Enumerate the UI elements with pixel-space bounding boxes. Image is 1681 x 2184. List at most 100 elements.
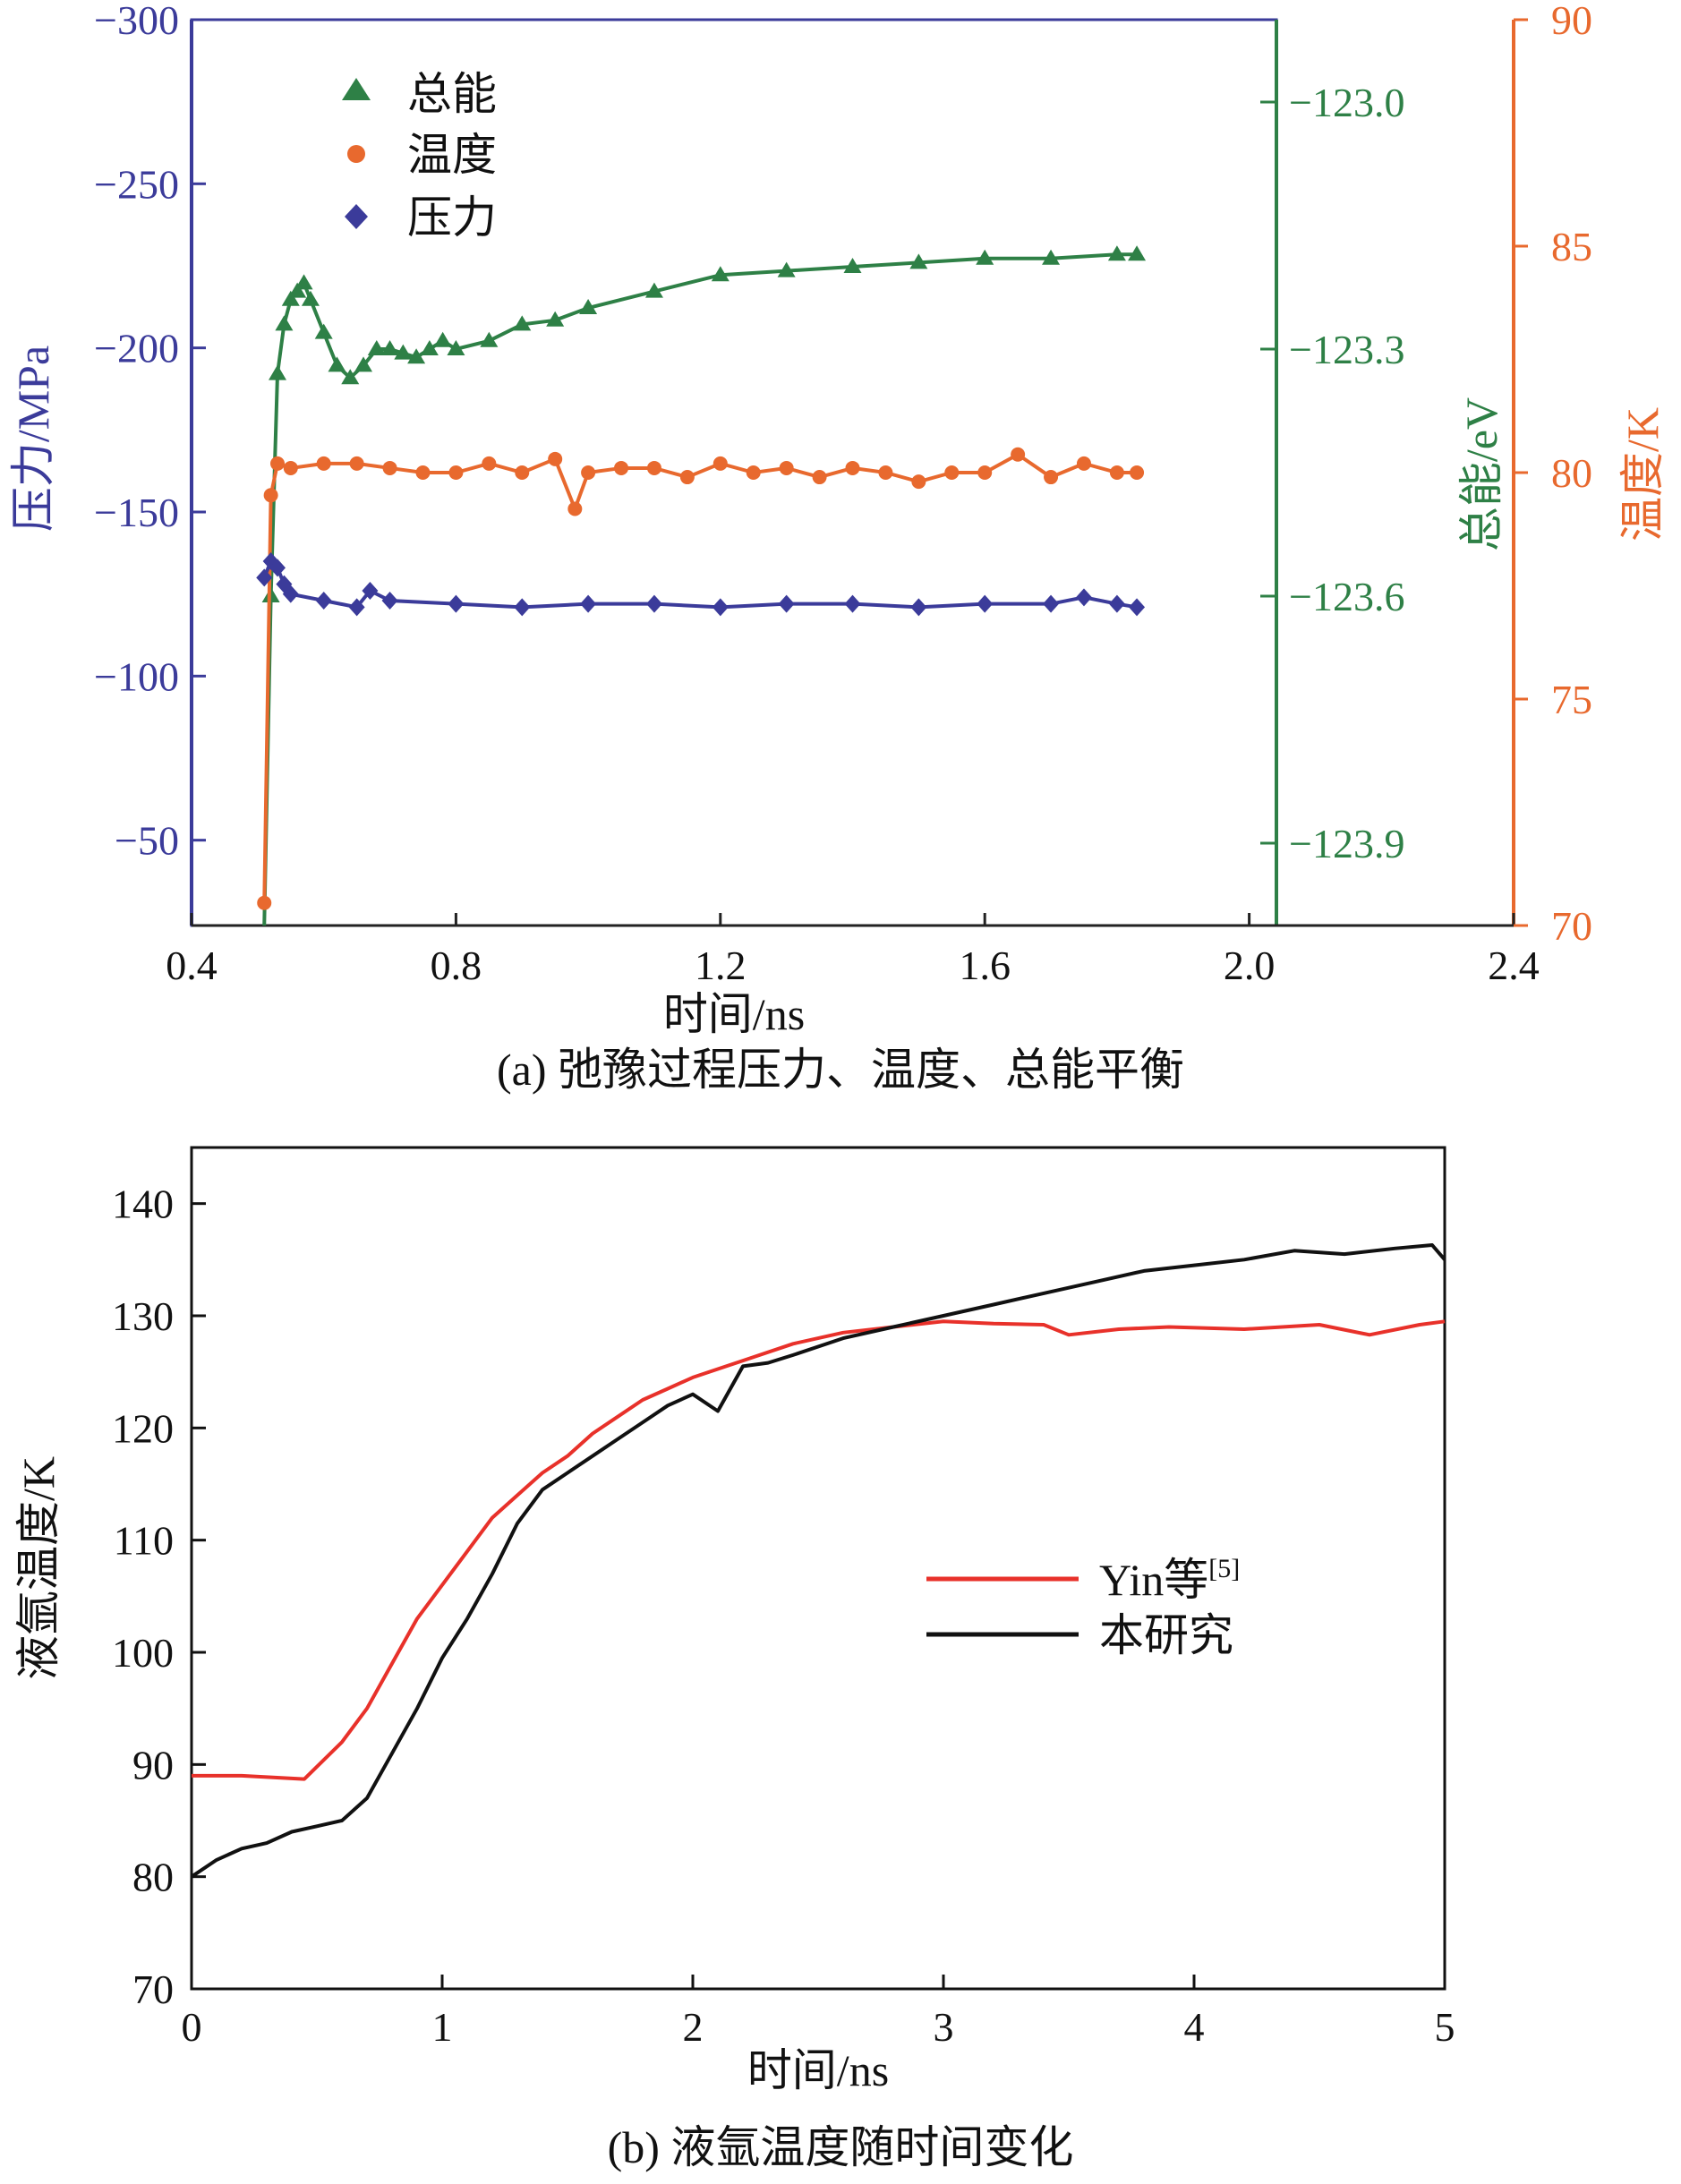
temperature-point <box>316 456 331 471</box>
pressure-tick-label: −50 <box>115 818 179 864</box>
legend-pressure-label: 压力 <box>407 192 497 243</box>
pressure-tick-label: −150 <box>94 490 179 535</box>
y-tick-b-label: 90 <box>132 1742 174 1787</box>
energy-point <box>288 282 307 298</box>
temperature-point <box>548 451 563 466</box>
energy-point <box>711 266 730 282</box>
temperature-tick-label: 75 <box>1551 677 1592 722</box>
energy-point <box>843 258 862 273</box>
pressure-point <box>1043 594 1060 613</box>
x-tick-a-label: 1.2 <box>695 943 747 988</box>
pressure-point <box>282 584 299 603</box>
plot-b-frame <box>190 1146 1446 1991</box>
energy-point <box>777 261 796 277</box>
energy-point <box>281 290 300 306</box>
pressure-point <box>315 592 332 610</box>
pressure-point <box>348 598 365 617</box>
energy-point <box>644 282 663 298</box>
x-tick-a-label: 0.8 <box>431 943 482 988</box>
temperature-point <box>679 470 695 485</box>
pressure-point <box>712 598 729 617</box>
pressure-point <box>256 568 273 587</box>
temperature-point <box>448 465 464 480</box>
temperature-point <box>878 465 893 480</box>
pressure-point <box>1108 594 1125 613</box>
x-tick-b-label: 0 <box>182 2004 202 2050</box>
pressure-point <box>362 582 379 600</box>
energy-point <box>546 311 565 327</box>
temperature-tick-label: 80 <box>1551 450 1592 496</box>
energy-point <box>314 323 333 339</box>
energy-point <box>447 340 465 355</box>
energy-point <box>420 340 439 355</box>
energy-point <box>579 299 598 314</box>
energy-axis-label: 总能/eV <box>1456 397 1506 551</box>
energy-point <box>275 315 294 331</box>
energy-point <box>1042 249 1061 265</box>
x-tick-a-label: 2.0 <box>1224 943 1276 988</box>
x-axis-b-label: 时间/ns <box>747 2045 889 2095</box>
x-tick-b-label: 3 <box>934 2004 954 2050</box>
pressure-tick-label: −300 <box>94 0 179 43</box>
pressure-axis-label: 压力/MPa <box>8 346 58 532</box>
temperature-axis-label: 温度/K <box>1617 407 1668 542</box>
temperature-point <box>812 470 827 485</box>
x-tick-a-label: 1.6 <box>959 943 1011 988</box>
legend-temperature-label: 温度 <box>407 130 497 180</box>
temperature-point <box>482 456 497 471</box>
legend-b: Yin等[5] 本研究 <box>926 1554 1240 1660</box>
temperature-point <box>944 465 960 480</box>
y-tick-b-label: 100 <box>112 1630 174 1676</box>
pressure-tick-label: −100 <box>94 653 179 699</box>
energy-point <box>407 348 426 364</box>
temperature-tick-label: 90 <box>1551 0 1592 43</box>
energy-point <box>433 331 452 347</box>
temperature-point <box>263 488 278 503</box>
temperature-point <box>270 456 286 471</box>
temperature-point <box>1044 470 1059 485</box>
temperature-point <box>515 465 530 480</box>
y-tick-b-label: 140 <box>112 1182 174 1227</box>
x-tick-a-label: 0.4 <box>166 943 218 988</box>
energy-point <box>269 364 287 380</box>
legend-a: 总能 温度 压力 <box>342 69 497 243</box>
y-tick-b-label: 80 <box>132 1855 174 1900</box>
y-axis-b-label: 液氩温度/K <box>13 1456 64 1680</box>
temperature-point <box>911 474 926 490</box>
energy-point <box>480 331 499 347</box>
temperature-tick-label: 70 <box>1551 903 1592 949</box>
x-tick-b-label: 5 <box>1435 2004 1455 2050</box>
panel-b: 0 1 2 3 4 5 70 80 90 100 110 120 130 140 Yin等[5] 本研究… <box>13 1146 1455 2172</box>
x-tick-b-label: 1 <box>432 2004 453 2050</box>
pressure-point <box>580 594 597 613</box>
energy-tick-label: −123.9 <box>1289 821 1404 866</box>
temperature-point <box>1130 465 1145 480</box>
pressure-point <box>844 594 861 613</box>
x-axis-a-label: 时间/ns <box>663 989 805 1039</box>
temperature-point <box>415 465 431 480</box>
y-tick-b-label: 110 <box>114 1518 174 1564</box>
legend-yin-label: Yin等[5] <box>1099 1554 1240 1605</box>
pressure-point <box>778 594 795 613</box>
pressure-point <box>977 594 994 613</box>
temperature-point <box>614 460 629 475</box>
energy-point <box>301 290 320 306</box>
temperature-point <box>1109 465 1124 480</box>
pressure-point <box>1129 598 1146 617</box>
temperature-point <box>746 465 761 480</box>
temperature-point <box>845 460 860 475</box>
temperature-point <box>977 465 993 480</box>
temperature-point <box>283 460 298 475</box>
energy-point <box>1107 245 1126 261</box>
energy-point <box>354 356 373 372</box>
pressure-point <box>645 594 662 613</box>
energy-point <box>909 253 928 269</box>
temperature-point <box>257 895 272 910</box>
energy-tick-label: −123.0 <box>1289 80 1404 125</box>
temperature-point <box>382 460 397 475</box>
temperature-point <box>349 456 364 471</box>
panel-a: 0.4 0.8 1.2 1.6 2.0 2.4 −300 −250 −200 −150 −100 −… <box>8 0 1668 1095</box>
temperature-point <box>646 460 661 475</box>
legend-energy-marker <box>342 78 371 100</box>
